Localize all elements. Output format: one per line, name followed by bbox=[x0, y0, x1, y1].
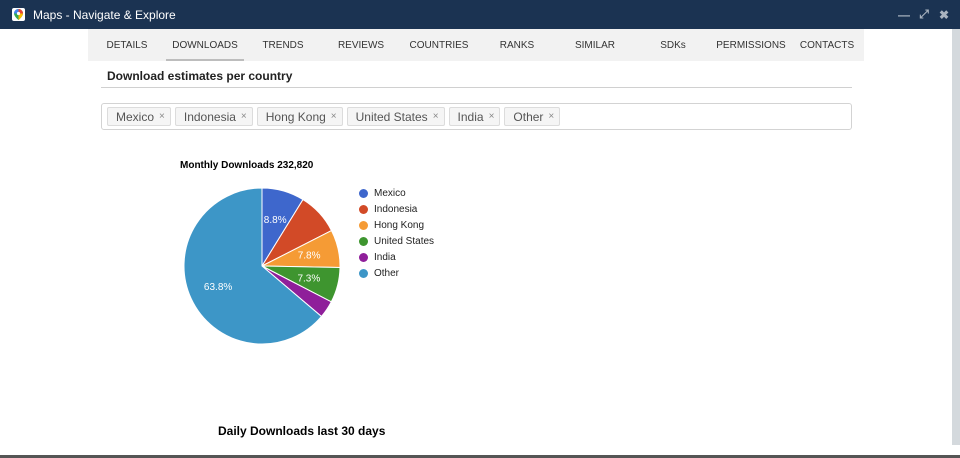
minimize-icon[interactable]: — bbox=[898, 7, 910, 22]
filter-tag: Hong Kong × bbox=[256, 107, 343, 126]
pie-slice-label: 7.3% bbox=[297, 273, 320, 284]
remove-tag-icon[interactable]: × bbox=[548, 111, 555, 122]
daily-chart-title: Daily Downloads last 30 days bbox=[218, 424, 386, 438]
tab-trends[interactable]: TRENDS bbox=[262, 39, 304, 51]
country-filter-input[interactable]: Mexico × Indonesia × Hong Kong × United States… bbox=[101, 103, 852, 130]
window-controls: — ⤢ ✖ bbox=[898, 7, 950, 22]
remove-tag-icon[interactable]: × bbox=[159, 111, 165, 122]
legend-dot-icon bbox=[359, 252, 368, 262]
filter-tag-label: Other bbox=[513, 109, 544, 124]
filter-tag-label: United States bbox=[355, 109, 428, 124]
filter-tag: Other × bbox=[504, 107, 561, 126]
title-bar: Maps - Navigate & Explore — ⤢ ✖ bbox=[0, 0, 960, 29]
tab-ranks[interactable]: RANKS bbox=[499, 39, 535, 51]
remove-tag-icon[interactable]: × bbox=[240, 111, 247, 122]
filter-tag: Indonesia × bbox=[174, 107, 253, 126]
legend-dot-icon bbox=[359, 268, 368, 278]
filter-tag: Mexico × bbox=[107, 107, 171, 126]
legend-dot-icon bbox=[359, 236, 368, 246]
filter-tag: United States × bbox=[346, 107, 445, 126]
remove-tag-icon[interactable]: × bbox=[432, 111, 439, 122]
window-bottom-border bbox=[0, 455, 960, 458]
window-title: Maps - Navigate & Explore bbox=[33, 7, 176, 22]
legend-dot-icon bbox=[359, 220, 368, 230]
tab-reviews[interactable]: REVIEWS bbox=[337, 39, 385, 51]
legend-label: India bbox=[374, 251, 396, 263]
legend-item[interactable]: Hong Kong bbox=[359, 217, 434, 233]
tab-details[interactable]: DETAILS bbox=[106, 39, 148, 51]
legend-item[interactable]: Indonesia bbox=[359, 201, 434, 217]
filter-tag-label: Indonesia bbox=[183, 109, 236, 124]
filter-tag-label: Hong Kong bbox=[265, 109, 326, 124]
pie-legend: Mexico Indonesia Hong Kong United States Ind… bbox=[359, 185, 434, 281]
filter-tag-label: India bbox=[457, 109, 484, 124]
legend-item[interactable]: Other bbox=[359, 265, 434, 281]
main-content: DETAILS DOWNLOADS TRENDS REVIEWS COUNTRIES RA… bbox=[0, 29, 952, 455]
legend-dot-icon bbox=[359, 188, 368, 198]
pie-slice-other[interactable] bbox=[183, 187, 323, 345]
legend-label: Other bbox=[374, 267, 400, 279]
pie-slice-label: 8.8% bbox=[264, 215, 287, 226]
vertical-scrollbar[interactable] bbox=[952, 29, 960, 445]
remove-tag-icon[interactable]: × bbox=[330, 111, 337, 122]
legend-label: Mexico bbox=[374, 187, 406, 199]
tab-bar: DETAILS DOWNLOADS TRENDS REVIEWS COUNTRIES RA… bbox=[88, 29, 864, 61]
legend-label: Indonesia bbox=[374, 203, 418, 215]
legend-dot-icon bbox=[359, 204, 368, 214]
section-title: Download estimates per country bbox=[107, 69, 293, 83]
legend-item[interactable]: India bbox=[359, 249, 434, 265]
legend-item[interactable]: United States bbox=[359, 233, 434, 249]
legend-label: Hong Kong bbox=[374, 219, 425, 231]
tab-sdks[interactable]: SDKs bbox=[660, 39, 686, 51]
monthly-downloads-pie-chart: 8.8% 7.8% 7.3% 63.8% bbox=[183, 187, 341, 345]
tab-contacts[interactable]: CONTACTS bbox=[799, 39, 855, 51]
pie-slice-label: 7.8% bbox=[298, 251, 321, 262]
remove-tag-icon[interactable]: × bbox=[488, 111, 495, 122]
close-icon[interactable]: ✖ bbox=[938, 7, 950, 22]
pie-slice-label: 63.8% bbox=[204, 282, 232, 293]
tab-downloads[interactable]: DOWNLOADS bbox=[166, 29, 244, 61]
maps-app-icon bbox=[12, 8, 25, 21]
filter-tag-label: Mexico bbox=[116, 109, 155, 124]
legend-label: United States bbox=[374, 235, 435, 247]
restore-icon[interactable]: ⤢ bbox=[919, 7, 929, 21]
section-divider bbox=[101, 87, 852, 88]
tab-permissions[interactable]: PERMISSIONS bbox=[716, 39, 786, 51]
legend-item[interactable]: Mexico bbox=[359, 185, 434, 201]
tab-similar[interactable]: SIMILAR bbox=[574, 39, 615, 51]
filter-tag: India × bbox=[448, 107, 501, 126]
pie-chart-title: Monthly Downloads 232,820 bbox=[180, 160, 314, 171]
tab-countries[interactable]: COUNTRIES bbox=[409, 39, 469, 51]
